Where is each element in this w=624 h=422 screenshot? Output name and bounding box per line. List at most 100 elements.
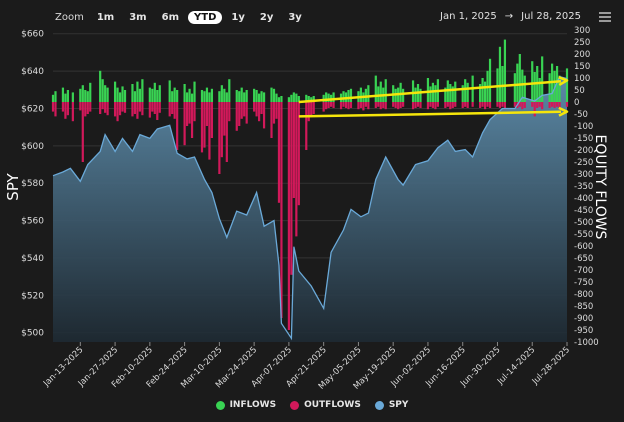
outflow-bar [466,102,469,108]
outflow-bar [205,102,209,126]
outflow-bar [245,102,248,124]
y-right-tick-label: -200 [574,146,593,156]
zoom-6m-button[interactable]: 6m [161,12,179,23]
outflow-bar [238,102,241,126]
outflow-bar [419,102,422,108]
y-right-tick-label: 200 [574,50,590,60]
outflow-bar [364,102,367,107]
outflow-bar [536,102,539,108]
y-right-axis-title: EQUITY FLOWS [592,135,608,240]
y-right-tick-label: -250 [574,158,593,168]
inflow-bar [54,91,57,102]
inflow-bar [223,88,226,102]
y-right-tick-label: -800 [574,290,593,300]
outflow-bar [446,102,449,107]
outflow-bar [538,102,541,107]
zoom-3m-button[interactable]: 3m [129,12,147,23]
outflow-bar [228,102,231,122]
outflow-bar [131,102,134,117]
legend-item-inflows[interactable]: INFLOWS [215,400,276,410]
y-right-tick-label: 150 [574,62,590,72]
outflow-bar [310,102,313,117]
y-right-tick-label: 50 [574,86,585,96]
outflow-bar [176,102,179,150]
range-end[interactable]: Jul 28, 2025 [521,11,581,22]
inflow-bar [81,85,84,102]
outflow-bar [297,102,300,206]
inflow-bar [327,93,330,102]
y-left-tick-label: $600 [21,142,44,152]
spy-area [53,76,567,342]
outflow-bar [270,102,273,138]
outflow-bar [533,102,536,117]
inflow-bar [501,66,504,102]
inflow-bar [158,85,161,102]
outflow-bar [513,102,516,107]
outflow-bar [518,102,521,107]
outflow-bar [551,102,554,107]
outflow-bar [565,102,569,107]
inflow-bar [384,79,387,102]
inflow-bar [434,85,437,102]
zoom-ytd-button[interactable]: YTD [188,11,223,24]
outflow-bar [141,102,144,116]
outflow-bar [121,102,124,112]
outflow-bar [471,102,474,107]
outflow-bar [548,102,551,108]
outflow-bar [553,102,556,108]
outflow-bar [220,102,223,158]
outflow-bar [123,102,127,113]
outflow-bar [416,102,420,107]
inflow-bar [347,90,350,102]
inflow-bar [153,82,156,102]
outflow-bar [327,102,330,108]
outflow-bar [133,102,137,114]
y-right-tick-label: -300 [574,170,593,180]
outflow-bar [79,102,82,111]
inflow-bar [245,90,248,102]
inflow-bar [243,92,246,102]
outflow-bar [531,102,534,107]
zoom-3y-button[interactable]: 3y [288,12,302,23]
inflow-bar [101,79,104,102]
outflow-bar [332,102,335,108]
outflow-bar [307,102,310,122]
outflow-bar [223,102,226,136]
legend-item-spy[interactable]: SPY [374,400,408,410]
inflow-bar [444,87,447,102]
outflow-bar [414,102,417,108]
outflow-bar [89,102,92,112]
outflow-bar [382,102,385,108]
outflow-bar [384,102,387,110]
inflow-bar [449,84,452,102]
inflow-bar [133,91,137,102]
inflow-bar [173,87,176,102]
inflow-bar [280,96,283,102]
inflow-bar [151,88,154,102]
outflow-bar [411,102,415,110]
inflow-bar [325,92,328,102]
inflow-bar [238,91,241,102]
hamburger-menu-icon[interactable] [599,12,611,22]
outflow-bar [431,102,435,108]
inflow-bar [86,91,89,102]
zoom-1m-button[interactable]: 1m [96,12,115,23]
inflow-bar [156,90,159,102]
inflow-bar [349,88,353,102]
inflow-bar [121,86,124,102]
inflow-bar [188,88,191,102]
outflow-bar [503,102,507,110]
outflow-bar [558,102,561,108]
outflow-bar [51,102,55,112]
zoom-1y-button[interactable]: 1y [231,12,245,23]
outflow-bar [362,102,365,111]
range-start[interactable]: Jan 1, 2025 [440,11,497,22]
legend-item-outflows[interactable]: OUTFLOWS [290,400,361,410]
outflow-bar [272,102,276,124]
inflow-bar [411,80,415,102]
zoom-2y-button[interactable]: 2y [259,12,274,23]
inflow-bar [228,79,231,102]
inflow-bar [531,61,534,102]
outflow-bar [394,102,397,108]
y-right-tick-label: -500 [574,218,593,228]
